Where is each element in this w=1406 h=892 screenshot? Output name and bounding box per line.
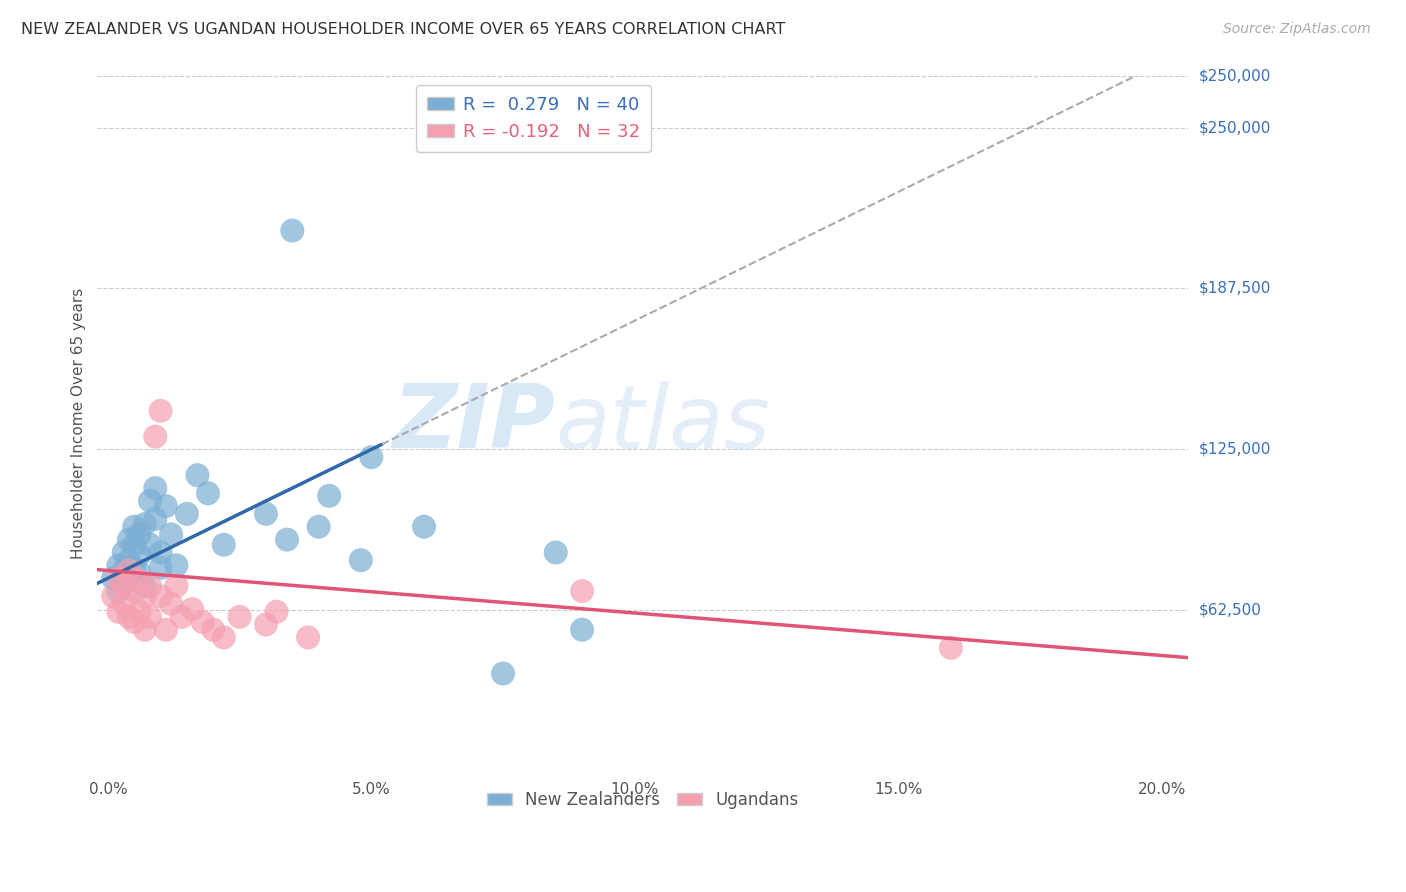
Point <box>128 548 150 562</box>
Point <box>165 579 187 593</box>
Point <box>197 486 219 500</box>
Point <box>160 527 183 541</box>
Point <box>165 558 187 573</box>
Point <box>939 640 962 655</box>
Point <box>118 564 141 578</box>
Y-axis label: Householder Income Over 65 years: Householder Income Over 65 years <box>72 288 86 559</box>
Point <box>297 631 319 645</box>
Point <box>112 545 135 559</box>
Point <box>254 617 277 632</box>
Point <box>266 605 288 619</box>
Point <box>276 533 298 547</box>
Point <box>128 605 150 619</box>
Point <box>101 589 124 603</box>
Point <box>360 450 382 465</box>
Point <box>122 584 145 599</box>
Point <box>308 519 330 533</box>
Point <box>107 571 129 585</box>
Point <box>118 553 141 567</box>
Legend: New Zealanders, Ugandans: New Zealanders, Ugandans <box>481 784 806 815</box>
Point <box>134 517 156 532</box>
Point <box>155 623 177 637</box>
Point <box>143 481 166 495</box>
Point <box>112 564 135 578</box>
Text: $62,500: $62,500 <box>1199 603 1263 618</box>
Point <box>350 553 373 567</box>
Point <box>139 494 162 508</box>
Point <box>170 610 193 624</box>
Point <box>202 623 225 637</box>
Point <box>186 468 208 483</box>
Point <box>143 429 166 443</box>
Point <box>149 404 172 418</box>
Text: $250,000: $250,000 <box>1199 120 1271 135</box>
Point <box>149 561 172 575</box>
Point <box>143 512 166 526</box>
Point <box>160 597 183 611</box>
Point <box>128 566 150 580</box>
Point <box>571 623 593 637</box>
Point <box>112 579 135 593</box>
Point <box>122 538 145 552</box>
Point <box>134 623 156 637</box>
Point <box>118 533 141 547</box>
Point <box>128 527 150 541</box>
Point <box>155 499 177 513</box>
Point <box>122 615 145 629</box>
Point <box>228 610 250 624</box>
Point <box>107 558 129 573</box>
Text: atlas: atlas <box>555 381 770 467</box>
Text: Source: ZipAtlas.com: Source: ZipAtlas.com <box>1223 22 1371 37</box>
Point <box>101 571 124 585</box>
Text: ZIP: ZIP <box>392 380 555 467</box>
Point <box>122 561 145 575</box>
Point <box>176 507 198 521</box>
Point <box>212 631 235 645</box>
Point <box>112 576 135 591</box>
Point <box>107 605 129 619</box>
Text: NEW ZEALANDER VS UGANDAN HOUSEHOLDER INCOME OVER 65 YEARS CORRELATION CHART: NEW ZEALANDER VS UGANDAN HOUSEHOLDER INC… <box>21 22 786 37</box>
Point <box>149 545 172 559</box>
Text: $187,500: $187,500 <box>1199 281 1271 296</box>
Point <box>139 538 162 552</box>
Point <box>118 610 141 624</box>
Point <box>139 579 162 593</box>
Point <box>254 507 277 521</box>
Point <box>492 666 515 681</box>
Point <box>281 223 304 237</box>
Point <box>318 489 340 503</box>
Text: $125,000: $125,000 <box>1199 442 1271 457</box>
Point <box>212 538 235 552</box>
Point <box>128 574 150 588</box>
Point <box>118 568 141 582</box>
Point <box>544 545 567 559</box>
Point <box>149 589 172 603</box>
Text: $250,000: $250,000 <box>1199 69 1271 84</box>
Point <box>134 589 156 603</box>
Point <box>181 602 204 616</box>
Point <box>139 610 162 624</box>
Point <box>571 584 593 599</box>
Point <box>191 615 214 629</box>
Point <box>112 597 135 611</box>
Point <box>413 519 436 533</box>
Point <box>122 519 145 533</box>
Point <box>134 579 156 593</box>
Point <box>107 584 129 599</box>
